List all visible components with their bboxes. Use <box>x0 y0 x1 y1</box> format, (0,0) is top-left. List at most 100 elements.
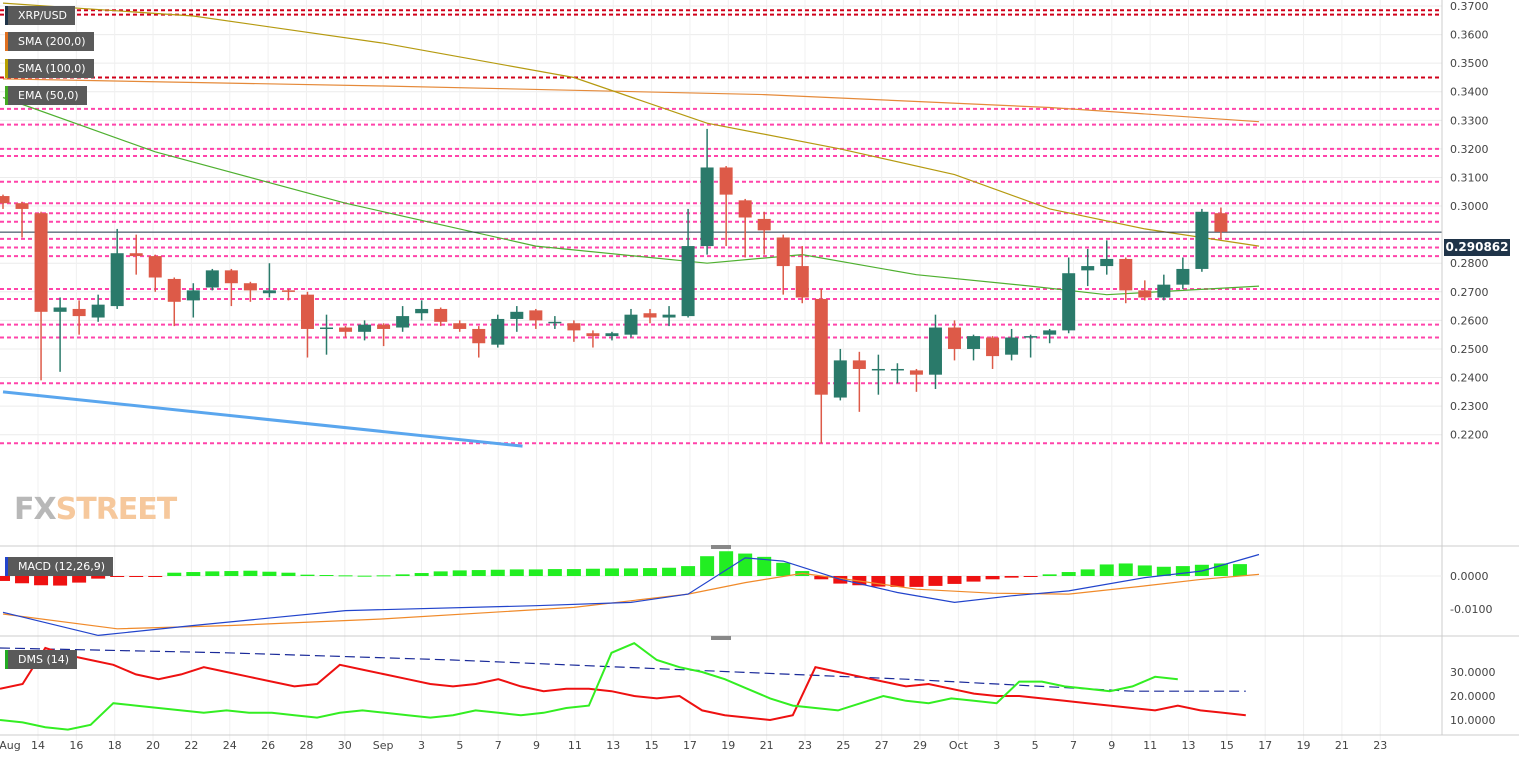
sma200-label[interactable]: SMA (200,0) <box>5 32 94 51</box>
macd-histogram-bar <box>452 570 467 576</box>
x-tick-label: 5 <box>1032 739 1039 752</box>
x-tick-label: 9 <box>533 739 540 752</box>
x-tick-label: 13 <box>606 739 620 752</box>
symbol-label[interactable]: XRP/USD <box>5 6 76 25</box>
ema50-label[interactable]: EMA (50,0) <box>5 86 87 105</box>
macd-histogram-bar <box>585 568 600 576</box>
macd-histogram-bar <box>110 576 125 577</box>
candle-body <box>110 253 124 307</box>
candle-body <box>434 308 448 322</box>
macd-histogram-bar <box>186 572 201 576</box>
x-tick-label: 21 <box>1335 739 1349 752</box>
macd-histogram-bar <box>966 576 981 582</box>
candle-body <box>681 246 695 317</box>
candle-body <box>605 333 619 337</box>
x-tick-label: 30 <box>338 739 352 752</box>
macd-histogram-bar <box>757 556 772 576</box>
sma100-label[interactable]: SMA (100,0) <box>5 59 94 78</box>
candle-body <box>243 283 257 291</box>
macd-histogram-bar <box>395 574 410 576</box>
candle-body <box>453 323 467 329</box>
macd-histogram-bar <box>700 556 715 576</box>
price-tick-label: 0.2800 <box>1450 257 1489 270</box>
candle-body <box>776 237 790 267</box>
candle-body <box>795 266 809 298</box>
candle-body <box>339 327 353 332</box>
macd-histogram-bar <box>1099 564 1114 576</box>
candle-body <box>205 270 219 288</box>
x-tick-label: 7 <box>495 739 502 752</box>
x-tick-label: 15 <box>1220 739 1234 752</box>
dms-tick-label: 20.0000 <box>1450 690 1496 703</box>
candle-body <box>1119 258 1133 291</box>
macd-histogram-bar <box>34 576 49 586</box>
macd-histogram-bar <box>338 575 353 577</box>
candle-body <box>148 256 162 278</box>
x-tick-label: Aug <box>0 739 21 752</box>
x-tick-label: 18 <box>108 739 122 752</box>
macd-histogram-bar <box>0 576 10 581</box>
candle-body <box>662 314 676 318</box>
candle-body <box>567 323 581 331</box>
price-tick-label: 0.3100 <box>1450 171 1489 184</box>
macd-histogram-bar <box>1118 563 1133 576</box>
macd-histogram-bar <box>1080 569 1095 576</box>
macd-histogram-bar <box>623 568 638 576</box>
macd-histogram-bar <box>148 576 163 577</box>
x-tick-label: 11 <box>1143 739 1157 752</box>
price-tick-label: 0.2300 <box>1450 400 1489 413</box>
dms-adx-line <box>0 647 1246 692</box>
x-tick-label: 7 <box>1070 739 1077 752</box>
macd-histogram-bar <box>1061 572 1076 576</box>
candle-body <box>1081 266 1095 271</box>
price-tick-label: 0.3300 <box>1450 114 1489 127</box>
candle-body <box>1062 273 1076 331</box>
candle-body <box>928 327 942 375</box>
candle-body <box>72 308 86 317</box>
candle-body <box>510 311 524 319</box>
candle-body <box>415 308 429 314</box>
dms-tick-label: 30.0000 <box>1450 666 1496 679</box>
current-price-tag: 0.290862 <box>1444 239 1510 256</box>
x-tick-label: 25 <box>836 739 850 752</box>
macd-histogram-bar <box>129 576 144 577</box>
macd-signal-line <box>2 572 1260 630</box>
candle-body <box>871 368 885 371</box>
price-tick-label: 0.3200 <box>1450 143 1489 156</box>
x-tick-label: 23 <box>1373 739 1387 752</box>
candle-body <box>909 370 923 375</box>
macd-histogram-bar <box>262 571 277 576</box>
macd-histogram-bar <box>1137 565 1152 576</box>
x-tick-label: Oct <box>949 739 969 752</box>
candle-body <box>281 290 295 292</box>
x-tick-label: 26 <box>261 739 275 752</box>
macd-histogram-bar <box>1232 564 1247 576</box>
macd-histogram-bar <box>1156 566 1171 576</box>
dms-tick-label: 10.0000 <box>1450 714 1496 727</box>
logo-street: STREET <box>55 492 178 527</box>
macd-histogram-bar <box>15 576 30 584</box>
macd-histogram-bar <box>814 576 829 580</box>
macd-histogram-bar <box>490 569 505 576</box>
macd-histogram-bar <box>1175 566 1190 576</box>
candle-body <box>262 290 276 294</box>
candle-body <box>472 328 486 344</box>
dms-label[interactable]: DMS (14) <box>5 650 78 669</box>
candle-body <box>129 253 143 257</box>
candle-body <box>624 314 638 335</box>
panel-resize-handle <box>711 636 731 640</box>
macd-label[interactable]: MACD (12,26,9) <box>5 557 114 576</box>
trendline <box>2 390 523 448</box>
candle-body <box>1043 330 1057 335</box>
price-tick-label: 0.2600 <box>1450 314 1489 327</box>
macd-histogram-bar <box>433 571 448 576</box>
candle-body <box>548 321 562 324</box>
x-tick-label: 17 <box>1258 739 1272 752</box>
dms-plus-line <box>0 642 1178 731</box>
x-tick-label: 5 <box>456 739 463 752</box>
candle-body <box>757 218 771 231</box>
candle-body <box>91 304 105 318</box>
candle-body <box>34 213 48 312</box>
